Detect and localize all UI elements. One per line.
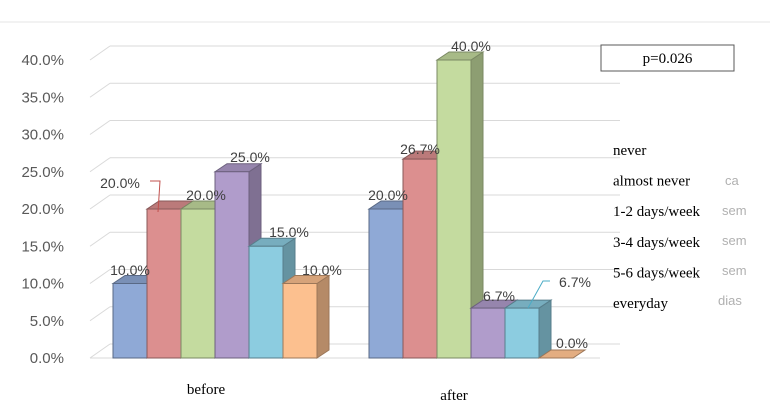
ghost-legend-fragment: ca: [725, 173, 740, 188]
data-labels: 10.0% 20.0% 20.0% 26.7% 20.0% 40.0% 25.0% 6.7% 1…: [100, 38, 591, 351]
ghost-legend-fragment: dias: [718, 293, 742, 308]
legend-label: 1-2 days/week: [613, 204, 701, 220]
y-tick-label: 5.0%: [30, 313, 64, 330]
y-tick-label: 10.0%: [21, 276, 64, 293]
bar-front: [112, 283, 148, 359]
x-axis: before after: [187, 382, 468, 404]
bar-front: [282, 283, 318, 359]
legend: never almost never 1-2 days/week 3-4 days/w…: [613, 143, 701, 312]
legend-label: 3-4 days/week: [613, 235, 701, 251]
data-label: 10.0%: [110, 262, 150, 278]
ghost-legend-fragment: sem: [722, 203, 747, 218]
bar-front: [248, 245, 284, 359]
gridline-diagonal: [89, 82, 111, 98]
bar-front: [436, 59, 472, 359]
bar-side: [538, 299, 552, 359]
category-label: before: [187, 382, 226, 398]
category-label: after: [440, 388, 467, 404]
leader-line: [527, 280, 550, 309]
data-label: 20.0%: [186, 187, 226, 203]
gridline-diagonal: [89, 231, 111, 247]
bar-front: [402, 158, 438, 359]
bar-front: [368, 208, 404, 359]
gridline-diagonal: [89, 306, 111, 322]
legend-label: everyday: [613, 296, 668, 312]
gridline-diagonal: [89, 269, 111, 284]
p-value-box: p=0.026: [600, 44, 735, 72]
bars: [111, 51, 587, 359]
ghost-legend: ca sem sem sem dias: [718, 173, 747, 308]
bar: [503, 299, 553, 359]
bar: [537, 349, 587, 359]
bar-front: [214, 171, 250, 359]
data-label: 26.7%: [400, 141, 440, 157]
data-label: 40.0%: [451, 38, 491, 54]
y-tick-label: 40.0%: [21, 52, 64, 69]
data-label: 20.0%: [368, 187, 408, 203]
gridline-diagonal: [89, 157, 111, 173]
legend-label: almost never: [613, 174, 690, 190]
data-label: 25.0%: [230, 149, 270, 165]
bar-side: [316, 274, 330, 359]
legend-label: 5-6 days/week: [613, 265, 701, 281]
p-value-label: p=0.026: [643, 51, 693, 67]
ghost-legend-fragment: sem: [722, 263, 747, 278]
legend-label: never: [613, 143, 646, 159]
gridline-diagonal: [89, 343, 111, 359]
ghost-legend-fragment: sem: [722, 233, 747, 248]
y-tick-label: 30.0%: [21, 127, 64, 144]
bar-front: [504, 307, 540, 359]
y-tick-label: 15.0%: [21, 238, 64, 255]
y-tick-label: 35.0%: [21, 89, 64, 106]
y-axis: 0.0% 5.0% 10.0% 15.0% 20.0% 25.0% 30.0% 35.0% 40…: [21, 52, 64, 367]
bar-top: [537, 349, 587, 359]
gridline-diagonal: [89, 120, 111, 135]
y-tick-label: 25.0%: [21, 164, 64, 181]
y-tick-label: 20.0%: [21, 201, 64, 218]
leader-line: [150, 180, 161, 213]
data-label: 0.0%: [556, 335, 588, 351]
bar: [435, 51, 485, 359]
data-label: 10.0%: [302, 262, 342, 278]
bar: [281, 274, 331, 359]
data-label: 15.0%: [269, 224, 309, 240]
bar-front: [180, 208, 216, 359]
gridline-diagonal: [89, 45, 111, 61]
gridline-diagonal: [89, 194, 111, 210]
data-label: 6.7%: [483, 288, 515, 304]
data-label: 20.0%: [100, 175, 140, 191]
y-tick-label: 0.0%: [30, 350, 64, 367]
p-value-frame: [600, 44, 735, 72]
bar-front: [470, 307, 506, 359]
data-label: 6.7%: [559, 274, 591, 290]
bar-front: [146, 208, 182, 359]
